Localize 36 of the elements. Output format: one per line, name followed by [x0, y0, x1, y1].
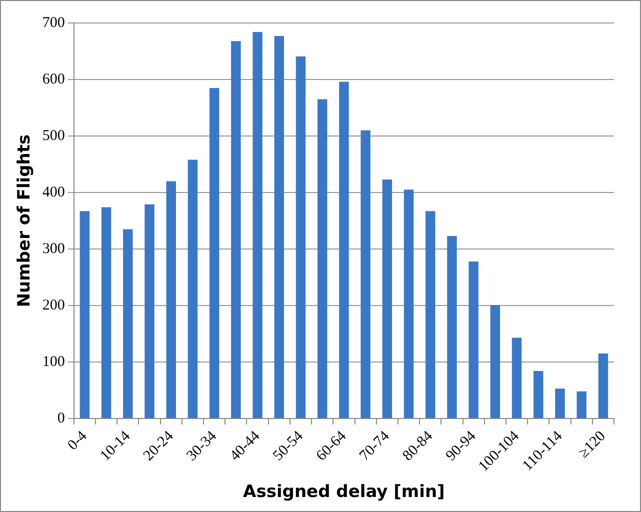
bar — [555, 388, 565, 418]
bar — [209, 88, 220, 418]
y-tick-label: 700 — [42, 14, 65, 31]
y-tick-label: 0 — [57, 410, 65, 426]
bar — [231, 41, 241, 418]
bar — [188, 160, 198, 418]
bar — [360, 130, 370, 418]
y-tick-label: 500 — [42, 128, 65, 144]
bar — [598, 354, 608, 418]
bar — [296, 56, 306, 418]
y-tick-label: 100 — [42, 354, 65, 370]
bar — [512, 338, 522, 418]
y-tick-label: 400 — [42, 184, 65, 200]
bar — [144, 204, 154, 418]
bar — [426, 211, 436, 418]
bar — [101, 207, 112, 418]
bar — [490, 304, 500, 418]
bar — [468, 261, 478, 418]
y-tick-label: 300 — [42, 240, 65, 257]
bar — [576, 391, 586, 418]
bar — [80, 211, 90, 418]
bar — [447, 236, 457, 418]
y-axis-title: Number of Flights — [14, 134, 35, 308]
bar — [252, 32, 262, 418]
bar — [404, 190, 414, 418]
y-tick-label: 200 — [42, 297, 65, 314]
bar — [534, 371, 544, 418]
bar — [382, 180, 392, 418]
x-tick-label: 0-4 — [64, 428, 91, 454]
bar — [274, 36, 284, 418]
bar — [339, 82, 349, 418]
y-tick-label: 600 — [42, 71, 65, 88]
bar — [317, 99, 328, 418]
bar — [166, 181, 176, 418]
bar — [123, 229, 133, 418]
x-axis-title: Assigned delay [min] — [243, 482, 445, 502]
